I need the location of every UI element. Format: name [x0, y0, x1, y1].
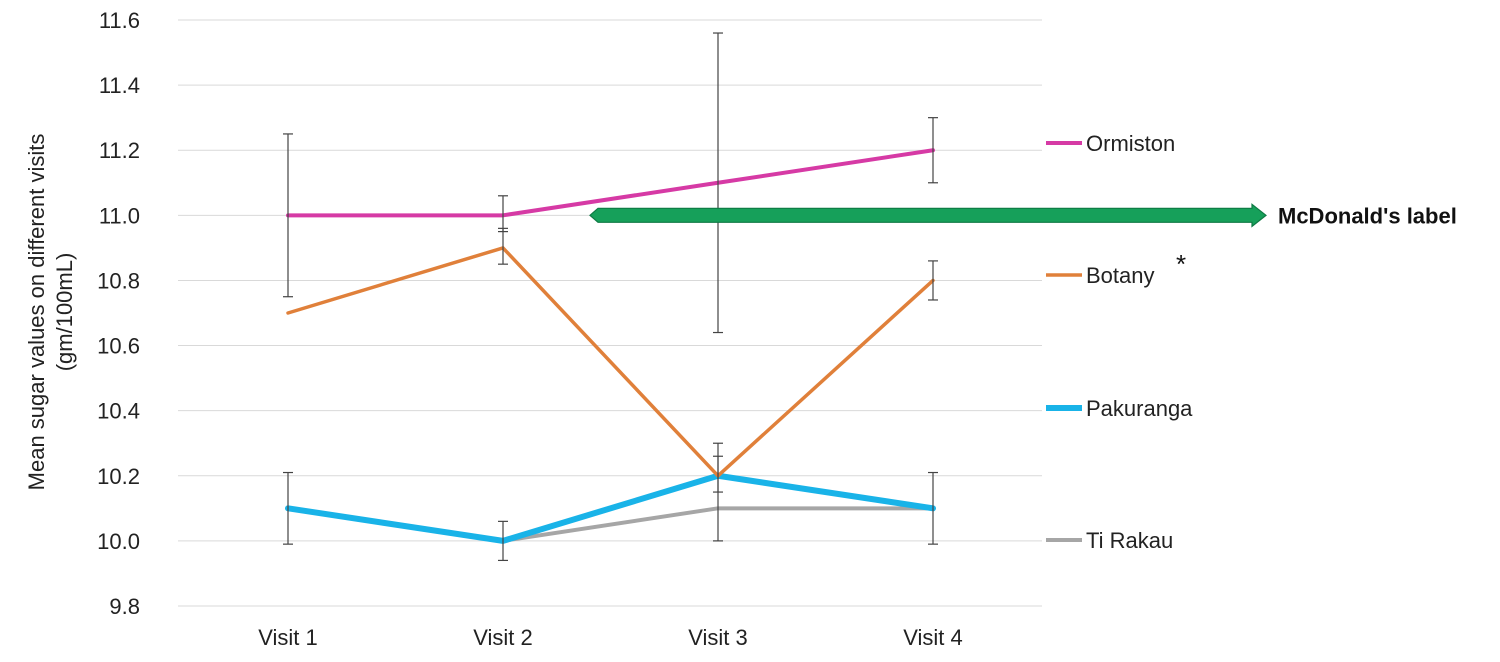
annotation-layer: McDonald's label	[589, 203, 1457, 228]
error-bar	[713, 442, 723, 542]
error-bar	[713, 32, 723, 334]
y-tick-label: 11.0	[99, 203, 140, 228]
series-line-pakuranga	[285, 472, 936, 544]
y-tick-label: 11.2	[99, 138, 140, 163]
series-layer	[285, 148, 936, 544]
grid-layer	[178, 19, 1042, 607]
error-bar	[928, 471, 938, 545]
error-bars-layer	[283, 32, 938, 562]
x-tick-labels: Visit 1 Visit 2 Visit 3 Visit 4	[258, 625, 963, 650]
legend-label: Botany	[1086, 263, 1155, 288]
error-bar	[283, 471, 293, 545]
legend: Ormiston Botany * Pakuranga Ti Rakau	[1046, 131, 1193, 553]
legend-label: Pakuranga	[1086, 396, 1193, 421]
y-tick-label: 11.6	[99, 8, 140, 33]
x-tick-label: Visit 1	[258, 625, 318, 650]
series-line-ormiston	[286, 148, 935, 218]
y-axis-title-line: (gm/100mL)	[52, 253, 77, 372]
y-tick-label: 10.4	[97, 399, 140, 424]
annotation-label: McDonald's label	[1278, 203, 1457, 228]
error-bar	[283, 133, 293, 298]
y-axis-title-line: Mean sugar values on different visits	[24, 134, 49, 491]
significance-marker: *	[1176, 249, 1186, 279]
x-tick-label: Visit 2	[473, 625, 533, 650]
series-line-botany	[286, 246, 935, 478]
y-tick-labels: 9.8 10.0 10.2 10.4 10.6 10.8 11.0 11.2 11.4 11.6	[97, 8, 140, 619]
error-bar	[928, 260, 938, 301]
y-tick-label: 10.0	[97, 529, 140, 554]
y-tick-label: 11.4	[99, 73, 140, 98]
mcdonalds-label-arrow	[589, 203, 1267, 228]
y-axis-title: Mean sugar values on different visits (gm…	[24, 134, 77, 491]
legend-label: Ti Rakau	[1086, 528, 1173, 553]
legend-item-botany: Botany *	[1046, 249, 1186, 288]
y-tick-label: 10.8	[97, 268, 140, 293]
arrow-shape	[589, 203, 1267, 228]
legend-item-ti-rakau: Ti Rakau	[1046, 528, 1173, 553]
y-axis-label: Mean sugar values on different visits (gm…	[24, 134, 77, 491]
legend-label: Ormiston	[1086, 131, 1175, 156]
y-tick-label: 10.6	[97, 334, 140, 359]
legend-item-ormiston: Ormiston	[1046, 131, 1175, 156]
error-bar	[498, 227, 508, 265]
y-tick-label: 9.8	[109, 594, 140, 619]
y-tick-label: 10.2	[97, 464, 140, 489]
x-tick-label: Visit 4	[903, 625, 963, 650]
error-bar	[498, 520, 508, 562]
x-tick-label: Visit 3	[688, 625, 748, 650]
legend-item-pakuranga: Pakuranga	[1046, 396, 1193, 421]
error-bar	[928, 117, 938, 184]
